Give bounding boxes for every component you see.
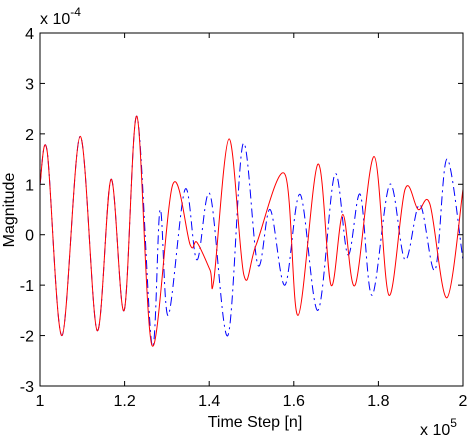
y-multiplier: x 10-4 [40,5,81,28]
x-tick-label: 1.4 [198,393,220,410]
x-axis-label: Time Step [n] [208,414,303,431]
x-tick-label: 1.8 [367,393,389,410]
x-tick-label: 1 [36,393,45,410]
y-tick-label: -1 [20,278,34,295]
y-tick-label: 2 [25,127,34,144]
line-series [40,115,463,348]
y-tick-label: 0 [25,228,34,245]
x-tick-label: 2 [459,393,468,410]
x-multiplier: x 105 [420,416,457,435]
y-tick-label: -3 [20,379,34,396]
plot-frame [39,32,464,387]
y-multiplier-base: x 10 [40,11,70,28]
y-axis-label: Magnitude [1,173,18,248]
line-series [40,115,463,347]
y-tick-label: 1 [25,177,34,194]
y-multiplier-exponent: -4 [70,5,81,19]
x-tick-label: 1.6 [283,393,305,410]
y-tick-label: -2 [20,329,34,346]
x-multiplier-exponent: 5 [450,416,457,430]
y-tick-label: 3 [25,76,34,93]
y-tick-label: 4 [25,26,34,43]
x-multiplier-base: x 10 [420,422,450,435]
x-tick-label: 1.2 [113,393,135,410]
